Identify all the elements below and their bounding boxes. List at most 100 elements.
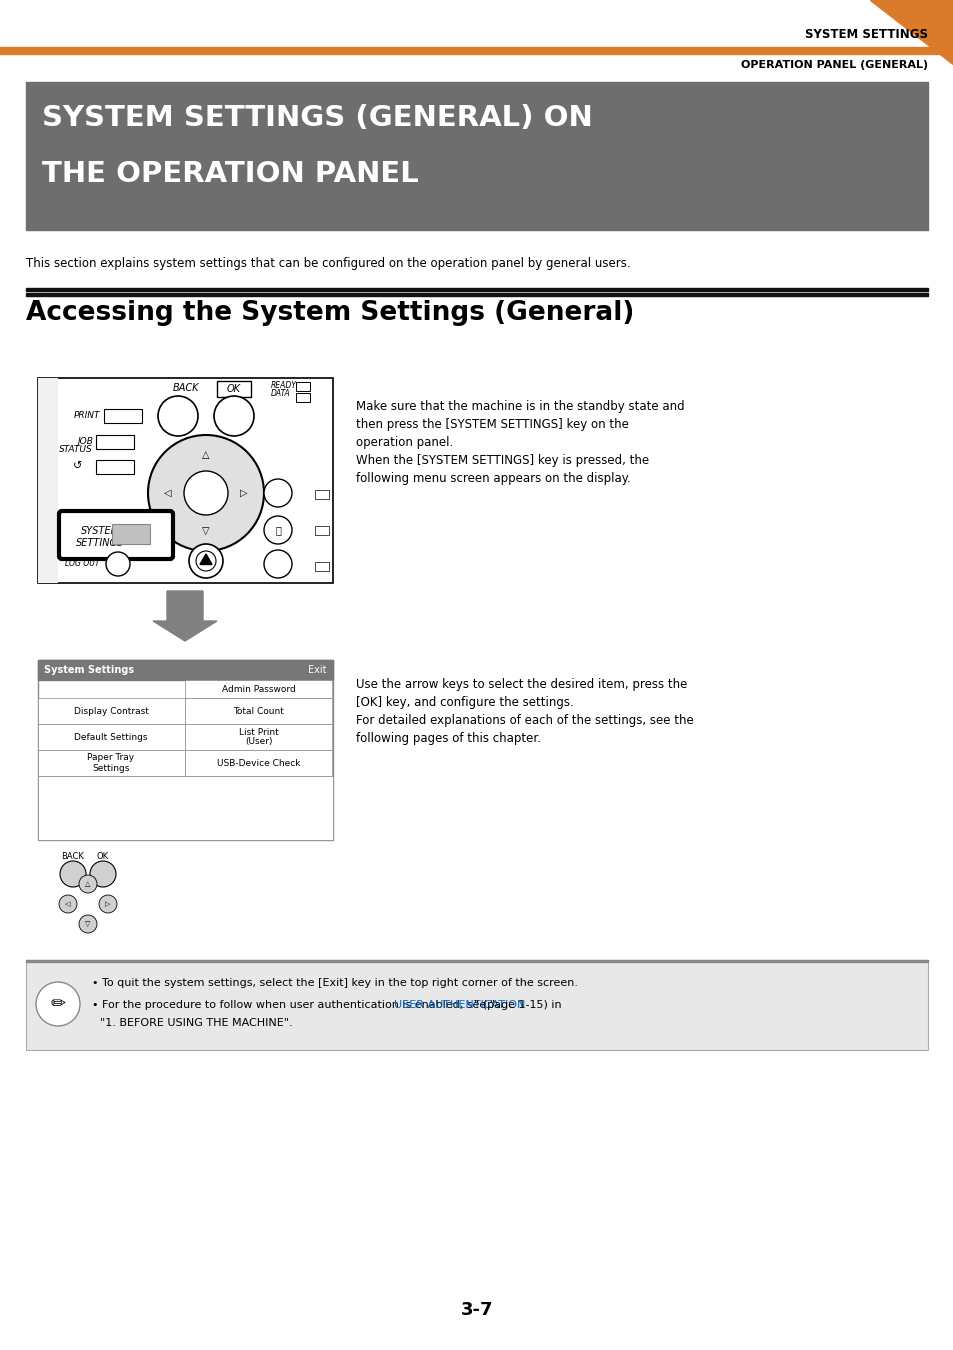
Bar	[185, 751, 332, 776]
Text: "1. BEFORE USING THE MACHINE".: "1. BEFORE USING THE MACHINE".	[100, 1018, 293, 1027]
Text: BACK: BACK	[172, 383, 199, 393]
Bar	[38, 378, 333, 583]
Bar	[26, 293, 927, 296]
Text: △: △	[202, 450, 210, 460]
Bar	[314, 526, 329, 535]
Circle shape	[158, 396, 198, 436]
Circle shape	[99, 895, 117, 913]
Text: ⏻: ⏻	[274, 525, 280, 535]
Text: This section explains system settings that can be configured on the operation pa: This section explains system settings th…	[26, 256, 630, 270]
Text: SYSTEM SETTINGS (GENERAL) ON: SYSTEM SETTINGS (GENERAL) ON	[42, 104, 592, 132]
Circle shape	[79, 875, 97, 892]
Text: LOG OUT: LOG OUT	[66, 559, 100, 568]
Text: When the [SYSTEM SETTINGS] key is pressed, the: When the [SYSTEM SETTINGS] key is presse…	[355, 454, 648, 467]
Text: Accessing the System Settings (General): Accessing the System Settings (General)	[26, 300, 634, 325]
Text: following menu screen appears on the display.: following menu screen appears on the dis…	[355, 472, 630, 485]
Circle shape	[184, 471, 228, 514]
Text: For detailed explanations of each of the settings, see the: For detailed explanations of each of the…	[355, 714, 693, 728]
Text: JOB: JOB	[77, 436, 92, 446]
Text: Admin Password: Admin Password	[222, 684, 295, 694]
Bar	[26, 960, 927, 963]
Text: DATA: DATA	[271, 389, 291, 397]
Text: USB-Device Check: USB-Device Check	[217, 759, 300, 768]
Text: STATUS: STATUS	[59, 446, 92, 455]
Text: △: △	[85, 882, 91, 887]
Bar	[38, 660, 333, 840]
Text: following pages of this chapter.: following pages of this chapter.	[355, 732, 540, 745]
Text: operation panel.: operation panel.	[355, 436, 453, 450]
Bar	[26, 960, 927, 1050]
Polygon shape	[152, 591, 216, 641]
Text: Total Count: Total Count	[233, 706, 284, 716]
Bar	[38, 751, 185, 776]
Bar	[38, 660, 333, 680]
Circle shape	[106, 552, 130, 576]
Text: Use the arrow keys to select the desired item, press the: Use the arrow keys to select the desired…	[355, 678, 687, 691]
Bar	[0, 47, 953, 54]
Bar	[185, 724, 332, 751]
Bar	[112, 524, 150, 544]
Text: READY: READY	[271, 381, 296, 390]
Text: SYSTEM SETTINGS: SYSTEM SETTINGS	[804, 28, 927, 42]
Text: Exit: Exit	[308, 666, 327, 675]
Text: • For the procedure to follow when user authentication is enabled, see ": • For the procedure to follow when user …	[91, 1000, 495, 1010]
Text: SYSTEM: SYSTEM	[80, 526, 119, 536]
Text: SETTINGS: SETTINGS	[76, 539, 124, 548]
Text: [OK] key, and configure the settings.: [OK] key, and configure the settings.	[355, 697, 573, 709]
Bar	[314, 562, 329, 571]
Circle shape	[189, 544, 223, 578]
Circle shape	[59, 895, 77, 913]
Text: USER AUTHENTICATION: USER AUTHENTICATION	[394, 1000, 525, 1010]
Bar	[314, 490, 329, 500]
Text: OK: OK	[97, 852, 109, 861]
Circle shape	[264, 479, 292, 508]
Bar	[38, 724, 185, 751]
Circle shape	[36, 981, 80, 1026]
Text: " (page 1-15) in: " (page 1-15) in	[474, 1000, 561, 1010]
Circle shape	[79, 915, 97, 933]
Text: Paper Tray
Settings: Paper Tray Settings	[88, 753, 134, 772]
FancyBboxPatch shape	[59, 512, 172, 559]
Text: Make sure that the machine is in the standby state and: Make sure that the machine is in the sta…	[355, 400, 684, 413]
Circle shape	[213, 396, 253, 436]
Bar	[295, 393, 310, 402]
Text: then press the [SYSTEM SETTINGS] key on the: then press the [SYSTEM SETTINGS] key on …	[355, 418, 628, 431]
Bar	[38, 776, 333, 840]
FancyBboxPatch shape	[216, 381, 251, 397]
Bar	[26, 82, 927, 230]
Text: OPERATION PANEL (GENERAL): OPERATION PANEL (GENERAL)	[740, 59, 927, 70]
Bar	[38, 698, 185, 724]
Bar	[185, 680, 332, 698]
Text: ↺: ↺	[73, 460, 83, 471]
Circle shape	[148, 435, 264, 551]
Text: BACK: BACK	[62, 852, 85, 861]
Text: ◁: ◁	[65, 900, 71, 907]
Text: ◁: ◁	[164, 487, 172, 498]
Text: ▷: ▷	[240, 487, 248, 498]
Text: THE OPERATION PANEL: THE OPERATION PANEL	[42, 161, 418, 188]
Text: • To quit the system settings, select the [Exit] key in the top right corner of : • To quit the system settings, select th…	[91, 977, 578, 988]
Text: OK: OK	[227, 383, 241, 394]
Text: ▽: ▽	[85, 921, 91, 927]
Circle shape	[264, 516, 292, 544]
Text: Display Contrast: Display Contrast	[73, 706, 149, 716]
Circle shape	[60, 861, 86, 887]
Circle shape	[264, 549, 292, 578]
Bar	[104, 409, 142, 423]
Text: 3-7: 3-7	[460, 1301, 493, 1319]
Text: PRINT: PRINT	[73, 412, 100, 420]
Text: ▽: ▽	[202, 526, 210, 536]
Bar	[26, 288, 927, 290]
Text: System Settings: System Settings	[44, 666, 134, 675]
Bar	[185, 698, 332, 724]
Text: ✏: ✏	[51, 995, 66, 1012]
Polygon shape	[869, 0, 953, 65]
Bar	[38, 378, 58, 583]
Circle shape	[195, 551, 215, 571]
Bar	[295, 382, 310, 391]
Bar	[96, 435, 133, 450]
Text: List Print
(User): List Print (User)	[239, 728, 278, 747]
Circle shape	[90, 861, 116, 887]
Bar	[96, 460, 133, 474]
Text: ▷: ▷	[105, 900, 111, 907]
